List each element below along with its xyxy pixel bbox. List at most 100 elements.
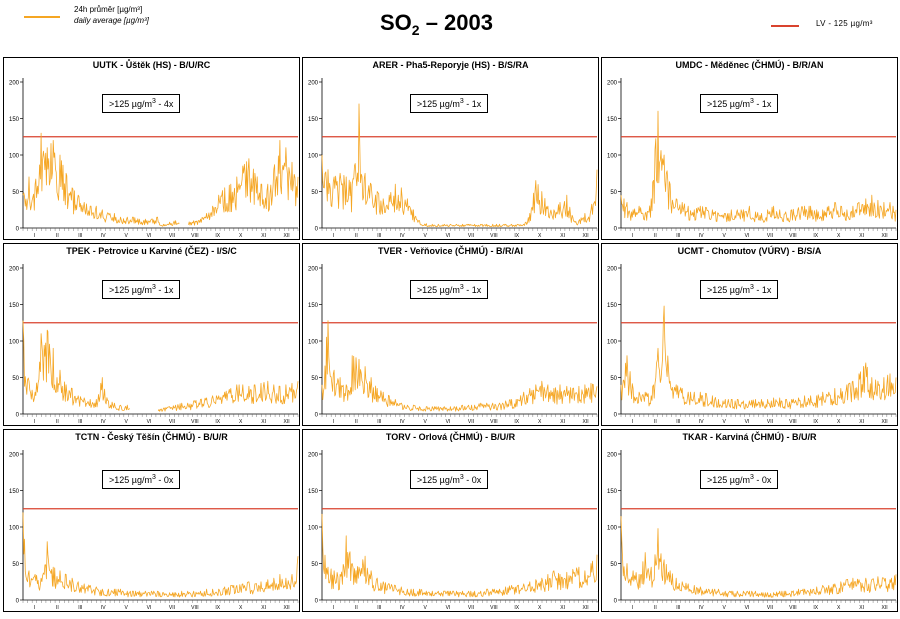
series-line <box>321 513 598 598</box>
y-tick-label: 150 <box>607 489 618 495</box>
y-tick-label: 150 <box>308 117 319 123</box>
y-tick-label: 50 <box>311 562 318 568</box>
figure-title-subscript: 2 <box>411 22 420 38</box>
y-tick-label: 50 <box>610 562 617 568</box>
series-line <box>22 512 299 598</box>
x-tick-label: I <box>333 419 334 425</box>
x-tick-label: II <box>654 419 657 425</box>
x-tick-label: XII <box>283 419 289 425</box>
y-tick-label: 0 <box>315 413 319 419</box>
chart-panel: TCTN - Český Těšín (ČHMÚ) - B/U/R 0 50 100 1… <box>3 429 300 612</box>
exceedance-prefix: >125 µg/m <box>416 285 460 295</box>
chart-title: TVER - Veřňovice (ČHMÚ) - B/R/AI <box>377 246 523 256</box>
legend-daily-swatch <box>24 16 60 18</box>
y-tick-label: 150 <box>9 303 20 309</box>
figure-title-suffix: – 2003 <box>419 10 493 35</box>
exceedance-prefix: >125 µg/m <box>416 475 460 485</box>
chart-title: TCTN - Český Těšín (ČHMÚ) - B/U/R <box>75 432 228 442</box>
chart-title: TPEK - Petrovice u Karviné (ČEZ) - I/S/C <box>66 246 237 256</box>
y-tick-label: 0 <box>315 599 319 605</box>
x-tick-label: II <box>654 233 657 239</box>
y-tick-label: 0 <box>16 599 20 605</box>
x-tick-label: X <box>538 419 542 425</box>
y-tick-label: 150 <box>308 303 319 309</box>
y-tick-label: 200 <box>607 453 618 459</box>
x-tick-label: V <box>423 233 427 239</box>
y-tick-label: 0 <box>315 227 319 233</box>
x-tick-label: I <box>34 605 35 611</box>
x-tick-label: VIII <box>789 233 797 239</box>
x-tick-label: XII <box>283 233 289 239</box>
exceedance-prefix: >125 µg/m <box>707 285 750 295</box>
x-tick-label: IV <box>699 419 704 425</box>
x-tick-label: XI <box>560 605 565 611</box>
exceedance-unit-exponent: 3 <box>459 284 464 291</box>
exceedance-label: >125 µg/m3 - 1x <box>409 280 489 299</box>
exceedance-count: - 1x <box>753 99 772 109</box>
y-tick-label: 50 <box>311 190 318 196</box>
x-tick-label: II <box>355 605 358 611</box>
y-tick-label: 50 <box>12 190 19 196</box>
y-tick-label: 200 <box>9 81 20 87</box>
y-tick-label: 0 <box>16 227 20 233</box>
exceedance-unit-exponent: 3 <box>749 98 754 105</box>
exceedance-count: - 0x <box>753 475 772 485</box>
y-tick-label: 50 <box>610 376 617 382</box>
x-tick-label: IX <box>215 233 220 239</box>
x-tick-label: X <box>837 605 841 611</box>
y-tick-label: 200 <box>308 81 319 87</box>
y-tick-label: 50 <box>311 376 318 382</box>
exceedance-count: - 1x <box>155 285 174 295</box>
chart-panel: TORV - Orlová (ČHMÚ) - B/U/R 0 50 100 150 200… <box>302 429 599 612</box>
legend-daily-label-en: daily average [µg/m³] <box>74 16 149 25</box>
x-tick-label: III <box>377 233 381 239</box>
x-tick-label: VIII <box>789 605 797 611</box>
series-line <box>620 516 897 598</box>
y-tick-label: 0 <box>614 413 618 419</box>
x-tick-label: I <box>34 233 35 239</box>
x-tick-label: VII <box>169 233 175 239</box>
x-tick-label: XI <box>261 605 266 611</box>
y-tick-label: 100 <box>607 340 618 346</box>
y-tick-label: 0 <box>16 413 20 419</box>
x-tick-label: IX <box>514 233 519 239</box>
chart-panel: UMDC - Měděnec (ČHMÚ) - B/R/AN 0 50 100 150 2… <box>601 57 898 240</box>
x-tick-label: IV <box>400 233 405 239</box>
x-tick-label: XI <box>261 419 266 425</box>
y-tick-label: 150 <box>9 117 20 123</box>
x-tick-label: V <box>423 605 427 611</box>
legend-limit-swatch <box>771 25 799 27</box>
x-tick-label: VIII <box>789 419 797 425</box>
chart-title: UUTK - Ůštěk (HS) - B/U/RC <box>92 60 211 70</box>
x-tick-label: IX <box>215 605 220 611</box>
x-tick-label: VIII <box>191 419 199 425</box>
x-tick-label: II <box>654 605 657 611</box>
x-tick-label: XII <box>582 233 588 239</box>
chart-panel: UUTK - Ůštěk (HS) - B/U/RC 0 50 100 150 200 I I… <box>3 57 300 240</box>
x-tick-label: V <box>124 233 128 239</box>
y-tick-label: 200 <box>308 453 319 459</box>
chart-title: UCMT - Chomutov (VÚRV) - B/S/A <box>677 246 822 256</box>
exceedance-label: >125 µg/m3 - 0x <box>409 470 489 489</box>
y-tick-label: 100 <box>9 340 20 346</box>
x-tick-label: XII <box>881 605 887 611</box>
x-tick-label: VI <box>147 605 152 611</box>
legend-limit-label: LV - 125 µg/m³ <box>816 19 873 28</box>
y-tick-label: 150 <box>9 489 20 495</box>
figure-title: SO2 – 2003 <box>380 10 493 38</box>
x-tick-label: VI <box>446 419 451 425</box>
x-tick-label: X <box>837 233 841 239</box>
x-tick-label: VII <box>767 233 773 239</box>
x-tick-label: I <box>333 233 334 239</box>
exceedance-prefix: >125 µg/m <box>109 475 152 485</box>
x-tick-label: III <box>377 419 381 425</box>
series-line <box>620 110 897 223</box>
y-tick-label: 200 <box>308 267 319 273</box>
exceedance-label: >125 µg/m3 - 0x <box>700 470 779 489</box>
x-tick-label: V <box>423 419 427 425</box>
chart-panel: TKAR - Karviná (ČHMÚ) - B/U/R 0 50 100 150 20… <box>601 429 898 612</box>
